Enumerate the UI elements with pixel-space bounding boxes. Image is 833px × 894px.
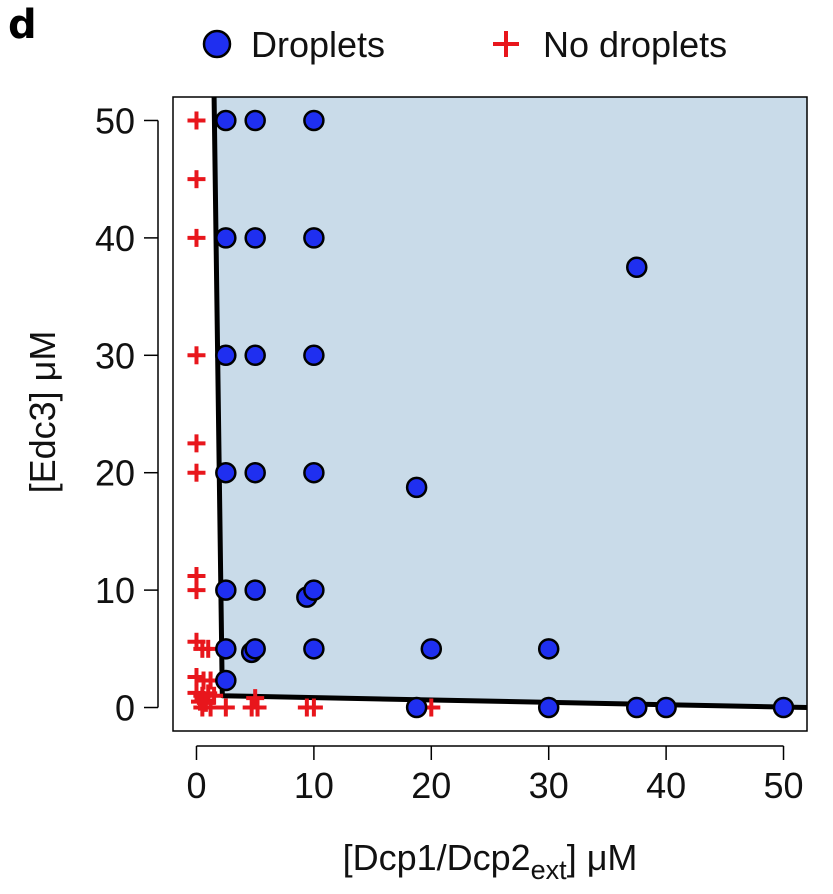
droplet-point-20	[244, 638, 266, 660]
no-droplet-point-25	[248, 698, 267, 717]
legend-no-droplets-label: No droplets	[543, 24, 727, 65]
no-droplet-point-24	[246, 689, 265, 708]
no-droplet-point-4	[187, 434, 206, 453]
plot-area	[187, 96, 808, 719]
legend-no-droplets-marker	[493, 31, 519, 57]
no-droplet-point-10	[199, 639, 218, 658]
y-tick-label-30: 30	[95, 335, 135, 376]
panel-label: d	[8, 2, 37, 48]
no-droplet-point-3	[187, 346, 206, 365]
no-droplet-point-21	[193, 698, 212, 717]
droplet-point-27	[626, 696, 648, 719]
x-tick-label-40: 40	[646, 765, 686, 806]
droplet-point-0	[215, 109, 237, 132]
y-tick-label-20: 20	[95, 453, 135, 494]
plot-frame	[172, 96, 808, 732]
droplet-region	[214, 97, 807, 708]
droplet-point-1	[244, 109, 266, 132]
x-tick-label-0: 0	[186, 765, 206, 806]
y-tick-label-10: 10	[95, 570, 135, 611]
droplet-point-4	[244, 227, 266, 249]
droplet-point-8	[244, 344, 266, 367]
axes: 0 10 20 30 40 50 0 10 20 30 40 50	[95, 96, 808, 806]
x-tick-label-10: 10	[294, 765, 334, 806]
legend-droplets-label: Droplets	[251, 24, 385, 65]
no-droplet-point-2	[187, 228, 206, 247]
y-axis-label: [Edc3] μM	[22, 331, 63, 494]
droplet-point-17	[303, 579, 325, 601]
no-droplet-point-5	[187, 463, 206, 482]
droplet-point-26	[537, 696, 560, 719]
no-droplet-point-0	[187, 111, 206, 130]
no-droplet-point-22	[216, 698, 235, 717]
x-tick-label-20: 20	[411, 765, 451, 806]
droplet-point-2	[303, 109, 325, 132]
droplet-point-15	[244, 579, 266, 601]
droplet-point-5	[303, 227, 325, 249]
droplet-point-9	[303, 344, 325, 367]
y-tick-label-50: 50	[95, 100, 135, 141]
no-droplet-point-27	[304, 698, 323, 717]
droplet-point-28	[655, 696, 677, 719]
droplet-point-12	[303, 461, 325, 484]
droplet-point-18	[215, 638, 237, 660]
droplet-point-14	[215, 579, 237, 601]
x-axis-label: [Dcp1/Dcp2ext] μM	[343, 837, 638, 885]
droplet-point-25	[405, 696, 428, 719]
x-tick-label-50: 50	[763, 765, 803, 806]
no-droplet-point-7	[187, 581, 206, 600]
legend-droplets-marker	[202, 29, 232, 59]
droplet-point-22	[420, 638, 443, 660]
droplet-point-21	[303, 638, 325, 660]
droplet-point-6	[626, 256, 648, 278]
droplet-point-23	[537, 638, 560, 660]
y-tick-label-0: 0	[115, 688, 135, 729]
no-droplet-point-1	[187, 170, 206, 189]
droplet-point-24	[215, 669, 237, 692]
x-tick-label-30: 30	[529, 765, 569, 806]
droplet-point-10	[215, 461, 237, 484]
droplet-point-13	[405, 476, 428, 499]
legend-plus-shape	[493, 31, 519, 57]
droplet-point-3	[215, 227, 237, 249]
droplet-point-11	[244, 461, 266, 484]
legend: Droplets No droplets	[202, 24, 727, 65]
y-tick-label-40: 40	[95, 218, 135, 259]
droplet-point-29	[772, 696, 795, 719]
droplet-point-7	[215, 344, 237, 367]
